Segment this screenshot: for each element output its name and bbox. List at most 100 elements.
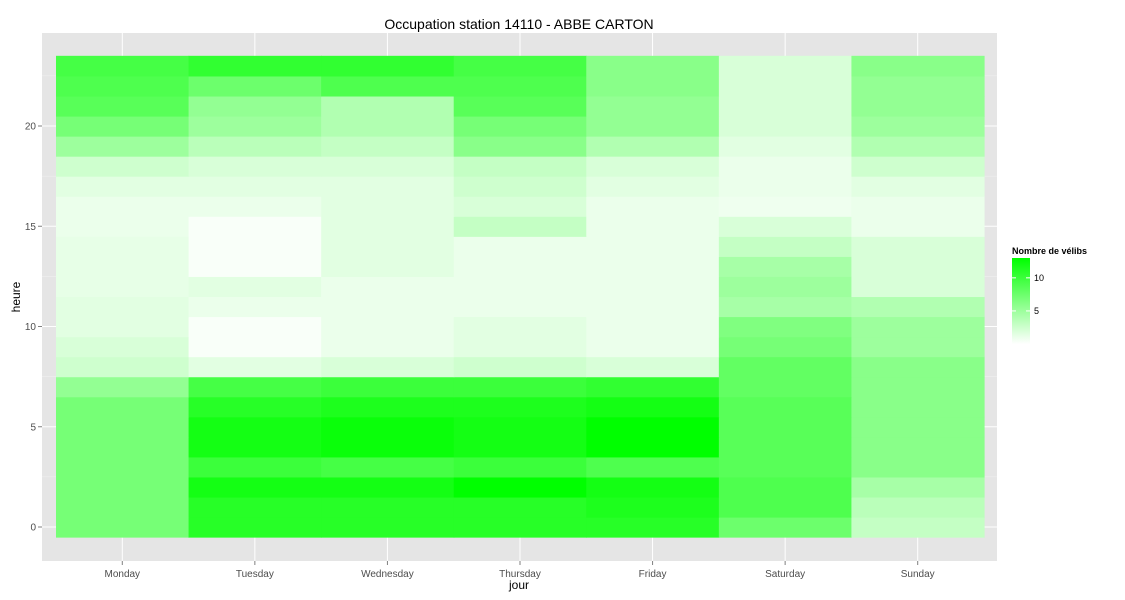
heatmap-tile [453, 476, 587, 498]
heatmap-tile [188, 336, 322, 358]
heatmap-tile [718, 296, 853, 318]
heatmap-tile [188, 316, 322, 338]
heatmap-tile [321, 496, 455, 518]
heatmap-tile [851, 416, 985, 438]
heatmap-tile [718, 376, 853, 398]
heatmap-tile [718, 356, 853, 378]
heatmap-tile [188, 256, 322, 277]
heatmap-tile [56, 356, 190, 378]
heatmap-tile [188, 136, 322, 157]
heatmap-tile [851, 316, 985, 338]
heatmap-tile [718, 256, 853, 277]
heatmap-tile [188, 176, 322, 197]
heatmap-tile [188, 296, 322, 318]
heatmap-tile [453, 216, 587, 237]
heatmap-tile [586, 276, 720, 298]
heatmap-tile [321, 316, 455, 338]
x-tick-label: Tuesday [236, 569, 274, 580]
x-axis-ticks: Monday Tuesday Wednesday Thursday Friday Satu… [104, 561, 935, 580]
heatmap-tile [56, 95, 190, 117]
heatmap-tile [586, 376, 720, 398]
heatmap-tile [453, 496, 587, 518]
heatmap-tile [586, 336, 720, 358]
heatmap-tile [586, 216, 720, 237]
heatmap-tile [453, 296, 587, 318]
heatmap-tile [453, 55, 587, 77]
heatmap-tile [453, 196, 587, 217]
heatmap-tile [188, 516, 322, 538]
heatmap-tile [453, 456, 587, 478]
heatmap-tile [56, 236, 190, 257]
heatmap-tile [321, 396, 455, 418]
heatmap-tile [56, 176, 190, 197]
heatmap-tile [718, 55, 853, 77]
x-tick-label: Thursday [499, 569, 541, 580]
heatmap-tile [851, 516, 985, 538]
heatmap-tile [586, 55, 720, 77]
heatmap-tile [586, 436, 720, 458]
heatmap-tile [851, 456, 985, 478]
heatmap-tile [56, 216, 190, 237]
heatmap-tile [56, 75, 190, 97]
heatmap-tile [718, 196, 853, 217]
heatmap-tile [851, 176, 985, 197]
heatmap-tile [718, 316, 853, 338]
heatmap-tile [586, 236, 720, 257]
heatmap-tile [56, 476, 190, 498]
heatmap-tile [851, 75, 985, 97]
heatmap-tiles [56, 55, 985, 538]
heatmap-tile [851, 476, 985, 498]
heatmap-tile [188, 436, 322, 458]
heatmap-tile [321, 156, 455, 177]
heatmap-tile [188, 456, 322, 478]
heatmap-tile [56, 296, 190, 318]
x-axis-title: jour [508, 578, 529, 592]
y-axis-ticks: 0 5 10 15 20 [25, 122, 42, 534]
heatmap-tile [718, 216, 853, 237]
heatmap-tile [851, 236, 985, 257]
heatmap-tile [56, 456, 190, 478]
heatmap-tile [586, 296, 720, 318]
heatmap-tile [851, 196, 985, 217]
heatmap-tile [321, 356, 455, 378]
heatmap-tile [718, 436, 853, 458]
heatmap-tile [851, 396, 985, 418]
heatmap-tile [851, 256, 985, 277]
heatmap-tile [851, 216, 985, 237]
x-tick-label: Friday [639, 569, 667, 580]
heatmap-tile [718, 276, 853, 298]
heatmap-tile [586, 456, 720, 478]
heatmap-tile [851, 356, 985, 378]
heatmap-tile [56, 376, 190, 398]
heatmap-tile [586, 476, 720, 498]
heatmap-tile [321, 516, 455, 538]
heatmap-tile [453, 316, 587, 338]
heatmap-tile [321, 95, 455, 117]
heatmap-tile [718, 75, 853, 97]
heatmap-tile [188, 276, 322, 298]
y-tick-label: 15 [25, 222, 37, 233]
heatmap-tile [188, 236, 322, 257]
heatmap-tile [718, 136, 853, 157]
y-tick-label: 5 [30, 422, 36, 433]
heatmap-tile [453, 396, 587, 418]
heatmap-tile [851, 55, 985, 77]
heatmap-tile [321, 136, 455, 157]
heatmap-tile [453, 276, 587, 298]
heatmap-tile [718, 176, 853, 197]
heatmap-tile [321, 256, 455, 277]
heatmap-tile [453, 336, 587, 358]
heatmap-tile [718, 416, 853, 438]
heatmap-tile [56, 516, 190, 538]
heatmap-tile [851, 276, 985, 298]
legend-ticks: 5 10 [1012, 273, 1044, 316]
heatmap-tile [188, 416, 322, 438]
heatmap-tile [321, 55, 455, 77]
heatmap-tile [56, 316, 190, 338]
heatmap-tile [851, 436, 985, 458]
heatmap-tile [188, 95, 322, 117]
heatmap-tile [586, 176, 720, 197]
heatmap-tile [56, 416, 190, 438]
heatmap-tile [56, 156, 190, 177]
